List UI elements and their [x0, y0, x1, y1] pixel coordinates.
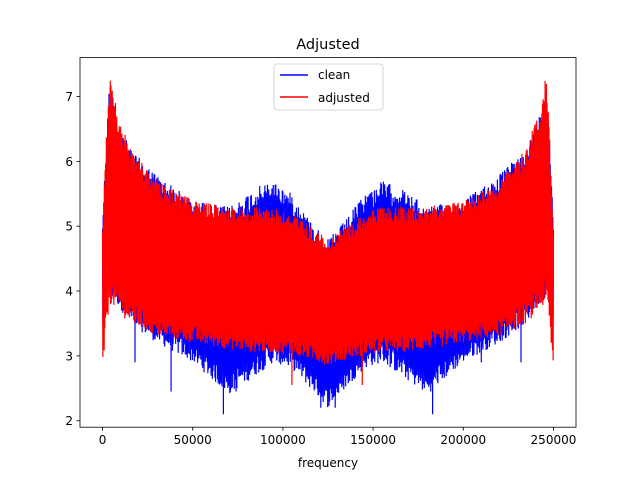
y-tick-label: 6 [65, 155, 73, 169]
y-axis: 2 3 4 5 6 7 [65, 90, 80, 428]
y-tick-label: 4 [65, 285, 73, 299]
series-layer [101, 80, 555, 415]
x-axis-label: frequency [298, 456, 358, 470]
legend: clean adjusted [273, 63, 384, 111]
x-tick-label: 0 [99, 433, 107, 447]
y-tick-label: 3 [65, 349, 73, 363]
y-tick-label: 7 [65, 90, 73, 104]
legend-label-clean: clean [318, 68, 350, 82]
x-tick-label: 250000 [531, 433, 577, 447]
y-tick-label: 2 [65, 414, 73, 428]
y-tick-label: 5 [65, 220, 73, 234]
x-tick-label: 100000 [260, 433, 306, 447]
legend-label-adjusted: adjusted [318, 91, 370, 105]
chart-title: Adjusted [296, 37, 359, 53]
x-tick-label: 150000 [350, 433, 396, 447]
x-tick-label: 200000 [440, 433, 486, 447]
series-line-adjusted [101, 80, 555, 386]
plot-frame [79, 57, 577, 428]
x-tick-label: 50000 [174, 433, 212, 447]
x-axis: 0 50000 100000 150000 200000 250000 [99, 427, 577, 447]
